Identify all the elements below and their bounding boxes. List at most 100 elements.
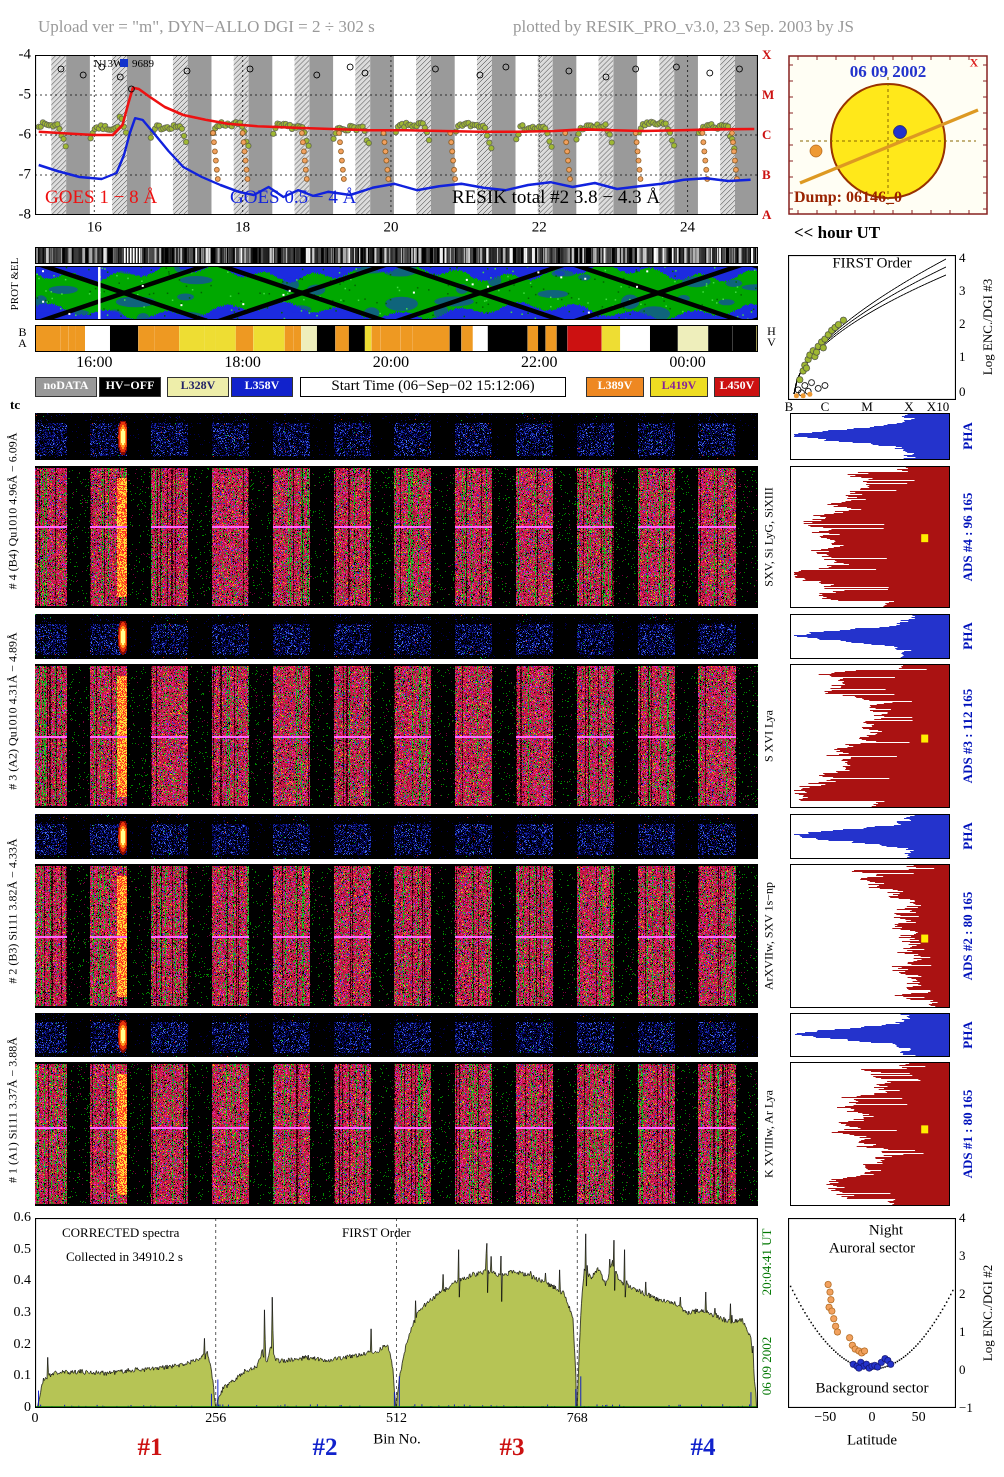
channel-pha-label: PHA	[960, 422, 975, 450]
hv-strip-canvas	[35, 325, 758, 352]
legend-item-l328v: L328V	[167, 377, 229, 397]
night-right-axis-label: Log ENC./DGI #2	[980, 1264, 995, 1362]
channel-pha-label: PHA	[960, 1021, 975, 1049]
prot-el-axis-label: PROT &EL	[9, 257, 21, 311]
first-order-ytick: 3	[959, 283, 966, 298]
legend-item-l450v: L450V	[714, 377, 760, 397]
channel-pha-label: PHA	[960, 822, 975, 850]
date-side-label: 06 09 2002	[759, 1336, 774, 1396]
goes-class-label: C	[762, 127, 772, 142]
pha-histogram-ch4	[790, 413, 950, 460]
goes-xtick: 18	[235, 219, 251, 236]
ut-side-label: 20:04:41 UT	[759, 1228, 774, 1296]
strip-time-tick: 00:00	[669, 354, 706, 371]
auroral-sector-label: Auroral sector	[828, 1240, 916, 1257]
goes-legend-1-8: GOES 1 − 8 Å	[45, 187, 158, 208]
first-order-ytick: 0	[959, 384, 966, 399]
night-xtick: 50	[911, 1410, 926, 1425]
channel-left-label: # 4 (B4) Qu1010 4.96Å − 6.09Å	[5, 432, 20, 589]
spectrum-ytick: 0.1	[13, 1368, 32, 1384]
solar-disk-canvas	[788, 55, 988, 215]
header-right: plotted by RESIK_PRO_v3.0, 23 Sep. 2003 …	[513, 17, 854, 36]
ba-axis-label: BA	[18, 325, 27, 350]
pha-spectrogram-ch3	[35, 614, 758, 659]
first-order-ytick: 1	[959, 349, 966, 364]
goes-xtick: 22	[531, 219, 547, 236]
spectrum-ytick: 0	[24, 1400, 31, 1415]
first-order-canvas	[788, 255, 956, 400]
night-sector-canvas	[788, 1218, 956, 1408]
pha-spectrogram-ch1	[35, 1013, 758, 1057]
night-ytick: 4	[959, 1210, 966, 1225]
strip-time-tick: 18:00	[224, 354, 261, 371]
legend-item-hv−off: HV−OFF	[99, 377, 161, 397]
first-order-xtick: B	[784, 399, 794, 414]
corrected-spectra-canvas	[35, 1218, 758, 1408]
night-xtick: 0	[868, 1410, 876, 1425]
pha-spectrogram-ch2	[35, 814, 758, 859]
spectrum-xtick: 0	[31, 1411, 39, 1426]
channel-ads-label: ADS #1 : 80 165	[960, 1089, 975, 1179]
night-ytick: 0	[959, 1362, 966, 1377]
dump-label: Dump: 06146_0	[794, 189, 903, 206]
spectrum-ytick: 0.6	[13, 1210, 32, 1225]
spectrum-channel-label: #1	[137, 1434, 163, 1461]
spectrum-order-label: FIRST Order	[342, 1225, 411, 1240]
ads-spectrogram-ch2	[35, 864, 758, 1008]
night-ytick: −1	[959, 1400, 973, 1415]
legend-item-l389v: L389V	[586, 377, 644, 397]
spectrum-xtick: 768	[566, 1411, 588, 1426]
legend-item-l419v: L419V	[650, 377, 708, 397]
goes-ytick: -7	[18, 166, 32, 183]
strip-time-tick: 16:00	[76, 354, 113, 371]
spectrum-ytick: 0.4	[13, 1273, 32, 1289]
ads-histogram-ch4	[790, 466, 950, 608]
ads-histogram-ch3	[790, 664, 950, 808]
night-ytick: 1	[959, 1324, 966, 1339]
bin-no-axis-label: Bin No.	[373, 1431, 421, 1448]
night-label: Night	[868, 1222, 904, 1239]
hv-axis-label: HV	[767, 324, 776, 349]
channel-left-label: # 2 (B3) Si111 3.82Å − 4.33Å	[5, 838, 20, 984]
first-order-xtick: C	[820, 399, 830, 414]
ads-histogram-ch2	[790, 864, 950, 1008]
goes-ytick: -6	[18, 126, 32, 143]
spectrum-ytick: 0.2	[13, 1336, 32, 1352]
channel-left-label: # 1 (A1) Si111 3.37Å − 3.88Å	[5, 1037, 20, 1183]
spectrum-channel-label: #2	[312, 1434, 338, 1461]
channel-line-label: SXV, Si LyG, SiXIII	[761, 487, 776, 587]
channel-line-label: S XVI Lya	[761, 710, 776, 762]
strip-time-tick: 22:00	[521, 354, 558, 371]
channel-pha-label: PHA	[960, 622, 975, 650]
flare-location-label: N13W	[94, 58, 124, 70]
goes-xtick: 24	[680, 219, 696, 236]
pha-histogram-ch1	[790, 1013, 950, 1057]
corrected-spectra-label: CORRECTED spectra	[62, 1225, 180, 1240]
night-xtick: −50	[814, 1410, 837, 1425]
ads-spectrogram-ch3	[35, 664, 758, 808]
spectrum-channel-label: #3	[499, 1434, 525, 1461]
goes-class-label: X	[762, 47, 772, 62]
attitude-strip-canvas	[35, 266, 758, 320]
flare-marker-icon	[120, 59, 128, 67]
spectrum-channel-label: #4	[690, 1434, 716, 1461]
goes-legend-resik: RESIK total #2 3.8 − 4.3 Å	[452, 187, 661, 208]
spectrum-xtick: 256	[205, 1411, 227, 1426]
goes-class-label: M	[762, 87, 775, 102]
active-region-label: 9689	[132, 58, 154, 70]
goes-class-label: A	[762, 207, 772, 222]
latitude-axis-label: Latitude	[847, 1432, 897, 1449]
goes-ytick: -4	[18, 46, 32, 63]
channel-ads-label: ADS #4 : 96 165	[960, 492, 975, 582]
pha-histogram-ch3	[790, 614, 950, 659]
first-order-ytick: 4	[959, 250, 966, 265]
goes-class-label: B	[762, 167, 771, 182]
channel-left-label: # 3 (A2) Qu1010 4.31Å − 4.89Å	[5, 632, 20, 790]
first-order-xtick: X	[904, 399, 914, 414]
background-sector-label: Background sector	[815, 1380, 929, 1397]
strip-time-tick: 20:00	[372, 354, 410, 371]
goes-legend-05-4: GOES 0.5 − 4 Å	[230, 187, 357, 208]
proton-electron-strip-canvas	[35, 247, 758, 264]
ads-histogram-ch1	[790, 1062, 950, 1206]
